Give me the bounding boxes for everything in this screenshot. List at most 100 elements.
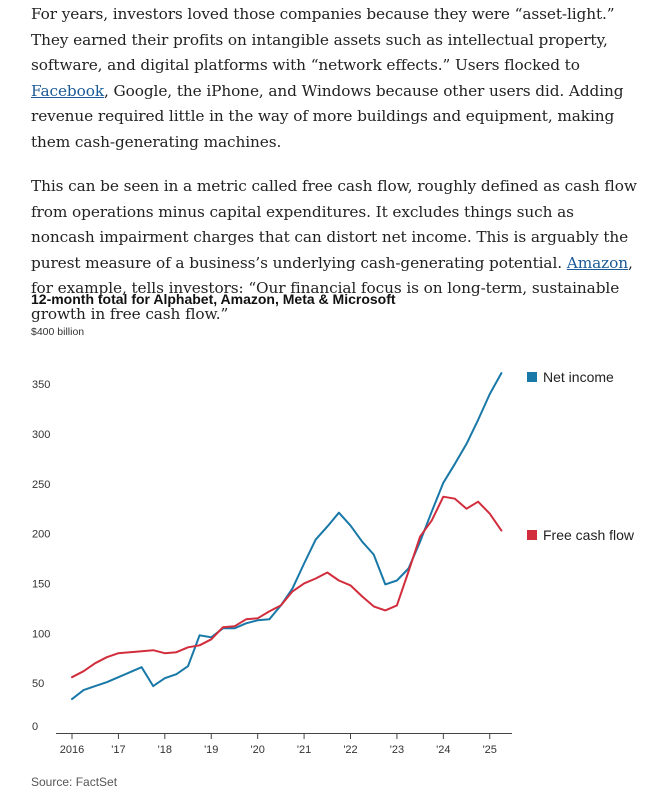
y-tick-label: 250 — [32, 479, 50, 491]
data-point — [83, 689, 85, 691]
data-point — [187, 665, 189, 667]
data-point — [222, 627, 224, 629]
x-tick-label: '22 — [343, 744, 357, 756]
y-axis-unit-label: $400 billion — [31, 326, 85, 338]
data-point — [141, 666, 143, 668]
data-point — [245, 619, 247, 621]
x-tick-label: '19 — [204, 744, 218, 756]
data-point — [350, 525, 352, 527]
chart-source: Source: FactSet — [31, 775, 118, 789]
paragraph-text: For years, investors loved those compani… — [31, 5, 615, 74]
data-point — [489, 393, 491, 395]
data-point — [129, 671, 131, 673]
y-tick-label: 200 — [32, 529, 50, 541]
legend-swatch-net-income — [527, 372, 537, 382]
data-point — [338, 512, 340, 514]
data-point — [431, 511, 433, 513]
article-body: For years, investors loved those compani… — [31, 2, 641, 346]
paragraph-text: , Google, the iPhone, and Windows becaus… — [31, 81, 624, 151]
legend-swatch-free-cash-flow — [527, 530, 537, 540]
data-point — [176, 651, 178, 653]
x-tick-label: '21 — [297, 744, 311, 756]
data-point — [292, 588, 294, 590]
data-point — [303, 583, 305, 585]
y-tick-label: 50 — [32, 678, 44, 690]
data-point — [129, 651, 131, 653]
amazon-link[interactable]: Amazon — [566, 253, 628, 272]
y-tick-label: 0 — [32, 721, 38, 733]
x-tick-label: '23 — [390, 744, 404, 756]
data-point — [94, 685, 96, 687]
data-point — [373, 554, 375, 556]
data-point — [454, 498, 456, 500]
data-point — [118, 676, 120, 678]
data-point — [443, 496, 445, 498]
data-point — [396, 580, 398, 582]
data-point — [466, 508, 468, 510]
data-point — [443, 482, 445, 484]
data-point — [466, 443, 468, 445]
data-point — [141, 650, 143, 652]
data-point — [176, 673, 178, 675]
data-point — [361, 596, 363, 598]
data-point — [280, 605, 282, 607]
y-tick-label: 300 — [32, 429, 50, 441]
net-income-line — [71, 372, 503, 701]
data-point — [315, 539, 317, 541]
data-point — [315, 578, 317, 580]
x-tick-label: '25 — [483, 744, 497, 756]
legend-label-net-income: Net income — [543, 369, 614, 385]
data-point — [71, 698, 73, 700]
data-point — [292, 591, 294, 593]
paragraph-text: This can be seen in a metric called free… — [31, 177, 637, 272]
data-point — [199, 644, 201, 646]
data-point — [489, 513, 491, 515]
x-tick-label: '20 — [250, 744, 264, 756]
data-point — [83, 670, 85, 672]
data-point — [326, 526, 328, 528]
data-point — [210, 638, 212, 640]
free-cash-flow-line — [71, 495, 503, 679]
data-point — [385, 610, 387, 612]
data-point — [385, 584, 387, 586]
data-point — [350, 585, 352, 587]
line-chart: 50 100 150 200 250 300 350 0 2016 '17 '18 '19 '20 '21… — [32, 369, 635, 756]
data-point — [152, 685, 154, 687]
x-tick-label: '17 — [111, 744, 125, 756]
x-tick-label: 2016 — [60, 744, 84, 756]
data-point — [408, 571, 410, 573]
chart-title: 12-month total for Alphabet, Amazon, Met… — [31, 291, 396, 307]
data-point — [199, 634, 201, 636]
data-point — [106, 656, 108, 658]
data-point — [234, 628, 236, 630]
data-point — [152, 649, 154, 651]
data-point — [106, 681, 108, 683]
data-point — [338, 580, 340, 582]
data-point — [361, 541, 363, 543]
data-point — [268, 611, 270, 613]
y-tick-label: 350 — [32, 379, 50, 391]
article-paragraph-1: For years, investors loved those compani… — [31, 2, 641, 155]
data-point — [71, 676, 73, 678]
data-point — [419, 536, 421, 538]
data-point — [257, 620, 259, 622]
data-point — [245, 623, 247, 625]
article-paragraph-2: This can be seen in a metric called free… — [31, 174, 641, 327]
data-point — [268, 619, 270, 621]
data-point — [396, 605, 398, 607]
data-point — [187, 646, 189, 648]
data-point — [164, 652, 166, 654]
legend-label-free-cash-flow: Free cash flow — [543, 527, 635, 543]
y-tick-label: 150 — [32, 578, 50, 590]
x-tick-label: '18 — [158, 744, 172, 756]
data-point — [477, 501, 479, 503]
data-point — [373, 606, 375, 608]
y-tick-label: 100 — [32, 628, 50, 640]
data-point — [164, 677, 166, 679]
data-point — [501, 372, 503, 374]
data-point — [326, 572, 328, 574]
paragraph-text: , for example, tells investors: “Our fin… — [31, 253, 633, 323]
data-point — [303, 563, 305, 565]
x-tick-label: '24 — [436, 744, 450, 756]
facebook-link[interactable]: Facebook — [31, 81, 104, 100]
